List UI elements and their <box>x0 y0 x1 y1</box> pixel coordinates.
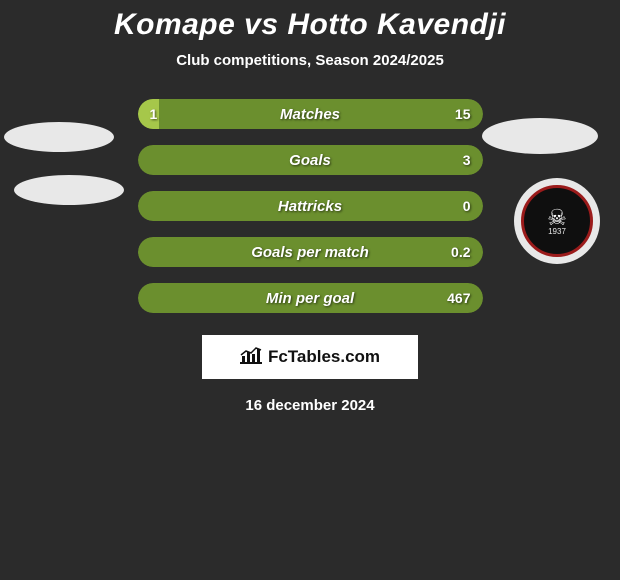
stat-value-left: 1 <box>150 106 158 122</box>
stat-value-right: 467 <box>447 290 470 306</box>
stat-row-matches: 1 Matches 15 <box>138 99 483 129</box>
stat-row-goals: Goals 3 <box>138 145 483 175</box>
club-badge-inner: ☠ 1937 <box>521 185 593 257</box>
date-label: 16 december 2024 <box>0 397 620 414</box>
stat-label: Goals per match <box>251 244 369 261</box>
stat-label: Matches <box>280 106 340 123</box>
stat-row-hattricks: Hattricks 0 <box>138 191 483 221</box>
stat-value-right: 3 <box>463 152 471 168</box>
fctables-label: FcTables.com <box>268 347 380 367</box>
skull-icon: ☠ <box>547 207 567 229</box>
stat-value-right: 15 <box>455 106 471 122</box>
club-year: 1937 <box>548 227 566 236</box>
player-left-placeholder-1 <box>4 122 114 152</box>
stat-label: Min per goal <box>266 290 354 307</box>
fctables-watermark: FcTables.com <box>202 335 418 379</box>
stat-label: Goals <box>289 152 331 169</box>
player-right-placeholder <box>482 118 598 154</box>
player-left-placeholder-2 <box>14 175 124 205</box>
stat-row-min-per-goal: Min per goal 467 <box>138 283 483 313</box>
stat-label: Hattricks <box>278 198 342 215</box>
stat-row-goals-per-match: Goals per match 0.2 <box>138 237 483 267</box>
subtitle: Club competitions, Season 2024/2025 <box>0 52 620 69</box>
page-title: Komape vs Hotto Kavendji <box>0 0 620 42</box>
stat-value-right: 0 <box>463 198 471 214</box>
chart-icon <box>240 346 262 369</box>
club-badge-right: ☠ 1937 <box>514 178 600 264</box>
stat-value-right: 0.2 <box>451 244 470 260</box>
